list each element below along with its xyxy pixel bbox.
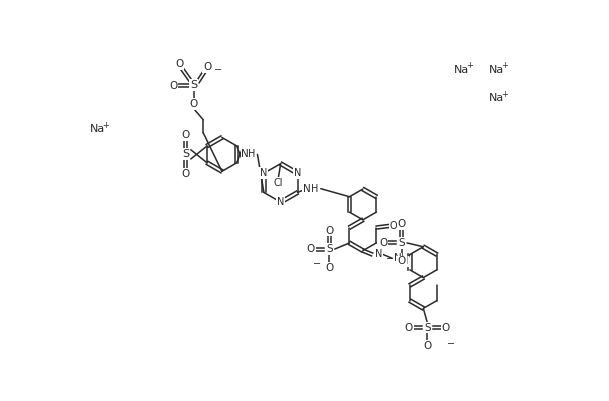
Text: N: N — [375, 249, 382, 259]
Text: S: S — [424, 323, 431, 333]
Text: +: + — [501, 90, 508, 99]
Text: O: O — [390, 221, 397, 231]
Text: N: N — [260, 168, 267, 178]
Text: O: O — [398, 256, 406, 266]
Text: N: N — [277, 197, 284, 207]
Text: O: O — [442, 323, 450, 333]
Text: O: O — [325, 263, 333, 273]
Text: O: O — [379, 238, 387, 248]
Text: N: N — [241, 150, 249, 159]
Text: +: + — [501, 61, 508, 70]
Text: N: N — [394, 253, 401, 263]
Text: Na: Na — [488, 65, 504, 75]
Text: O: O — [423, 341, 431, 351]
Text: N: N — [303, 184, 311, 194]
Text: O: O — [181, 169, 189, 178]
Text: Cl: Cl — [273, 178, 283, 188]
Text: O: O — [190, 99, 198, 109]
Text: O: O — [175, 59, 183, 69]
Text: H: H — [248, 150, 255, 159]
Text: Na: Na — [454, 65, 469, 75]
Text: −: − — [448, 339, 456, 349]
Text: −: − — [214, 65, 222, 75]
Text: O: O — [203, 63, 211, 72]
Text: O: O — [169, 81, 177, 91]
Text: +: + — [466, 61, 473, 70]
Text: Na: Na — [90, 124, 105, 134]
Text: H: H — [401, 256, 408, 266]
Text: S: S — [398, 238, 405, 248]
Text: O: O — [404, 323, 413, 333]
Text: N: N — [294, 168, 301, 178]
Text: Na: Na — [488, 93, 504, 103]
Text: +: + — [102, 121, 110, 130]
Text: −: − — [385, 254, 394, 264]
Text: O: O — [325, 226, 333, 236]
Text: O: O — [306, 244, 315, 254]
Text: −: − — [314, 259, 322, 269]
Text: S: S — [182, 150, 189, 159]
Text: O: O — [398, 219, 406, 229]
Text: O: O — [181, 130, 189, 140]
Text: S: S — [326, 244, 333, 254]
Text: S: S — [191, 80, 197, 90]
Text: H: H — [311, 184, 319, 194]
